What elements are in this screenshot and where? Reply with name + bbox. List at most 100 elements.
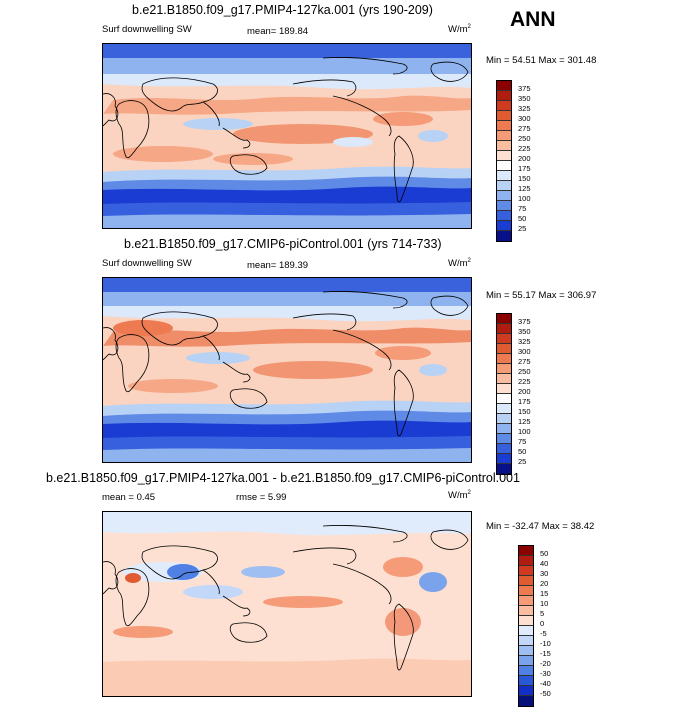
panel-2-colorbar-swatches (496, 313, 512, 475)
colorbar-tick-label: 25 (518, 224, 527, 233)
colorbar-tick-label: 125 (518, 184, 531, 193)
colorbar-swatch (497, 171, 511, 181)
colorbar-tick-label: 150 (518, 174, 531, 183)
panel-1-units: W/m2 (448, 24, 471, 36)
colorbar-swatch (519, 596, 533, 606)
colorbar-swatch (519, 646, 533, 656)
colorbar-tick-label: -50 (540, 689, 551, 698)
colorbar-tick-label: -15 (540, 649, 551, 658)
panel-1-colorbar: 375 350 325 300 275 250 225 200 175 150 125 100 75 50… (496, 80, 531, 242)
panel-1-minmax: Min = 54.51 Max = 301.48 (486, 55, 597, 66)
colorbar-swatch (497, 221, 511, 231)
colorbar-swatch (497, 91, 511, 101)
panel-1-colorbar-swatches (496, 80, 512, 242)
panel-3-colorbar: 50 40 30 20 15 10 5 0 -5 -10 -15 -20 -30 -40 -50 (518, 545, 551, 707)
colorbar-swatch (497, 211, 511, 221)
panel-3-colorbar-swatches (518, 545, 534, 707)
colorbar-swatch (519, 656, 533, 666)
colorbar-tick-label: 100 (518, 194, 531, 203)
colorbar-swatch (497, 231, 511, 241)
colorbar-swatch (497, 384, 511, 394)
colorbar-tick-label: 225 (518, 377, 531, 386)
colorbar-tick-label: 300 (518, 114, 531, 123)
colorbar-tick-label: 300 (518, 347, 531, 356)
panel-1-map (102, 43, 472, 229)
colorbar-tick-label: 125 (518, 417, 531, 426)
colorbar-tick-label: 15 (540, 589, 549, 598)
colorbar-swatch (497, 111, 511, 121)
colorbar-swatch (497, 81, 511, 91)
colorbar-swatch (497, 324, 511, 334)
colorbar-swatch (519, 586, 533, 596)
colorbar-tick-label: 50 (518, 214, 527, 223)
colorbar-swatch (497, 131, 511, 141)
colorbar-tick-label: 200 (518, 154, 531, 163)
colorbar-tick-label: 275 (518, 357, 531, 366)
colorbar-tick-label: 175 (518, 397, 531, 406)
colorbar-tick-label: 50 (540, 549, 549, 558)
colorbar-swatch (497, 454, 511, 464)
colorbar-swatch (497, 121, 511, 131)
colorbar-swatch (497, 181, 511, 191)
colorbar-tick-label: 150 (518, 407, 531, 416)
colorbar-tick-label: 325 (518, 337, 531, 346)
colorbar-swatch (497, 314, 511, 324)
colorbar-swatch (519, 686, 533, 696)
colorbar-swatch (497, 141, 511, 151)
colorbar-tick-label: 250 (518, 134, 531, 143)
colorbar-swatch (497, 374, 511, 384)
colorbar-swatch (519, 666, 533, 676)
season-label: ANN (510, 8, 556, 31)
colorbar-swatch (497, 101, 511, 111)
colorbar-tick-label: -5 (540, 629, 547, 638)
panel-2-units: W/m2 (448, 258, 471, 270)
colorbar-swatch (497, 444, 511, 454)
colorbar-tick-label: -10 (540, 639, 551, 648)
colorbar-swatch (519, 566, 533, 576)
panel-2-minmax: Min = 55.17 Max = 306.97 (486, 290, 597, 301)
colorbar-tick-label: 325 (518, 104, 531, 113)
colorbar-swatch (497, 434, 511, 444)
colorbar-tick-label: -20 (540, 659, 551, 668)
colorbar-tick-label: 75 (518, 204, 527, 213)
colorbar-tick-label: 200 (518, 387, 531, 396)
panel-3-colorbar-labels: 50 40 30 20 15 10 5 0 -5 -10 -15 -20 -30 -40 -50 (540, 545, 551, 698)
colorbar-tick-label: 20 (540, 579, 549, 588)
colorbar-tick-label: 375 (518, 84, 531, 93)
panel-1-colorbar-labels: 375 350 325 300 275 250 225 200 175 150 125 100 75 50… (518, 80, 531, 233)
colorbar-tick-label: 225 (518, 144, 531, 153)
colorbar-swatch (497, 354, 511, 364)
colorbar-tick-label: 75 (518, 437, 527, 446)
colorbar-swatch (497, 364, 511, 374)
colorbar-swatch (497, 344, 511, 354)
colorbar-swatch (497, 394, 511, 404)
colorbar-tick-label: 175 (518, 164, 531, 173)
colorbar-tick-label: 250 (518, 367, 531, 376)
colorbar-swatch (497, 464, 511, 474)
colorbar-swatch (497, 334, 511, 344)
colorbar-tick-label: 10 (540, 599, 549, 608)
colorbar-tick-label: 30 (540, 569, 549, 578)
colorbar-tick-label: 0 (540, 619, 545, 628)
colorbar-swatch (497, 424, 511, 434)
panel-2-mean: mean= 189.39 (247, 260, 309, 271)
colorbar-tick-label: 350 (518, 327, 531, 336)
colorbar-swatch (519, 556, 533, 566)
colorbar-tick-label: 40 (540, 559, 549, 568)
colorbar-swatch (519, 696, 533, 706)
panel-2-map (102, 277, 472, 463)
panel-3-minmax: Min = -32.47 Max = 38.42 (486, 521, 595, 532)
panel-2-variable: Surf downwelling SW (102, 258, 192, 269)
colorbar-swatch (497, 151, 511, 161)
colorbar-swatch (497, 161, 511, 171)
colorbar-swatch (519, 636, 533, 646)
colorbar-swatch (519, 576, 533, 586)
panel-3-map (102, 511, 472, 697)
panel-2-colorbar-labels: 375 350 325 300 275 250 225 200 175 150 125 100 75 50… (518, 313, 531, 466)
colorbar-swatch (497, 201, 511, 211)
colorbar-tick-label: 275 (518, 124, 531, 133)
colorbar-swatch (519, 676, 533, 686)
colorbar-swatch (519, 546, 533, 556)
panel-3-units: W/m2 (448, 490, 471, 502)
colorbar-tick-label: -40 (540, 679, 551, 688)
